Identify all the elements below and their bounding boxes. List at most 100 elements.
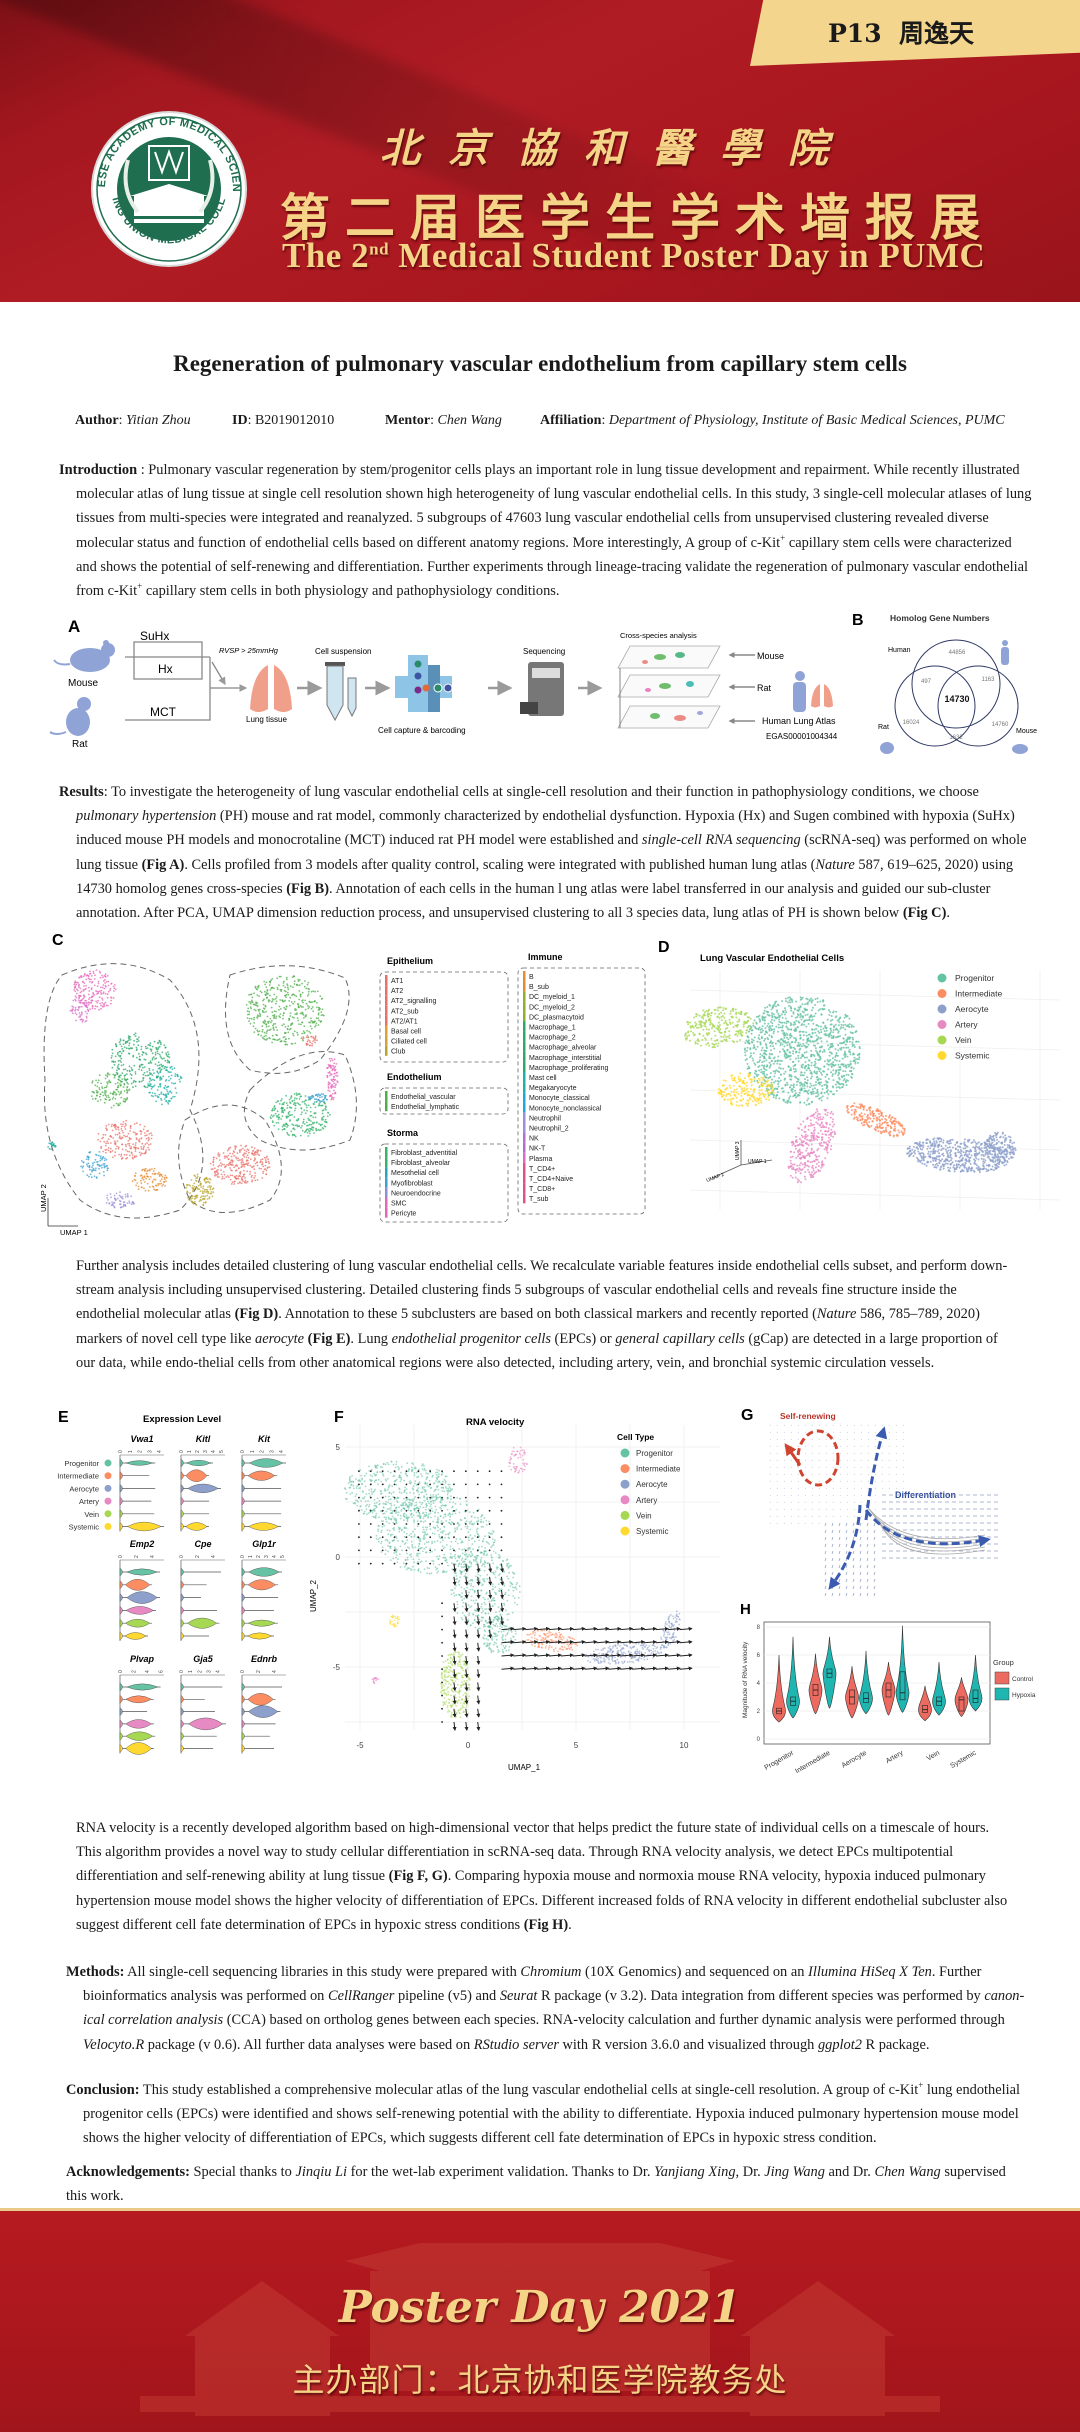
- cell-point: [800, 1123, 802, 1125]
- cell-point: [783, 1034, 785, 1036]
- cell-point: [826, 1087, 828, 1089]
- cell-point: [129, 1036, 131, 1038]
- cell-point: [810, 1071, 812, 1073]
- cell-point: [164, 1094, 166, 1096]
- cell-point: [211, 1193, 213, 1195]
- cell-point: [286, 1116, 288, 1118]
- cell-point: [763, 1056, 765, 1058]
- cell-point: [166, 1069, 168, 1071]
- cell-point: [754, 1080, 756, 1082]
- cell-point: [112, 1093, 114, 1095]
- cell-point: [278, 1122, 280, 1124]
- cell-point: [330, 1067, 332, 1069]
- cell-point: [123, 1204, 125, 1206]
- cell-point: [840, 1042, 842, 1044]
- cell-point: [281, 999, 283, 1001]
- cell-point: [833, 1079, 835, 1081]
- legend-color-bar: [523, 1133, 526, 1143]
- cell-point: [289, 1114, 291, 1116]
- cell-point: [686, 1021, 688, 1023]
- cell-point: [108, 1203, 110, 1205]
- cell-point: [968, 1168, 970, 1170]
- cell-point: [71, 1009, 73, 1011]
- cell-point: [809, 1086, 811, 1088]
- cell-point: [253, 1153, 255, 1155]
- legend-swatch: [938, 1005, 947, 1014]
- cell-point: [797, 1151, 799, 1153]
- cell-point: [786, 1034, 788, 1036]
- cell-point: [848, 1026, 850, 1028]
- cell-point: [325, 1121, 327, 1123]
- cell-point: [210, 1179, 212, 1181]
- model-branches: [125, 642, 246, 720]
- cell-point: [959, 1146, 961, 1148]
- legend-item-label: T_CD4+: [529, 1166, 555, 1173]
- cell-point: [265, 1159, 267, 1161]
- cell-point: [194, 1201, 196, 1203]
- cell-point: [79, 1002, 81, 1004]
- cell-point: [697, 1043, 699, 1045]
- cell-point: [794, 1008, 796, 1010]
- cell-point: [305, 1099, 307, 1101]
- cell-point: [762, 1025, 764, 1027]
- cell-point: [763, 1056, 765, 1058]
- venn-mouse-only: 14760: [992, 722, 1009, 728]
- cell-point: [757, 1041, 759, 1043]
- venn-set-human: Human: [888, 647, 911, 654]
- cell-point: [232, 1153, 234, 1155]
- cell-point: [811, 1101, 813, 1103]
- cell-point: [894, 1118, 896, 1120]
- axis1-label: UMAP 1: [748, 1159, 767, 1165]
- cell-point: [195, 1196, 197, 1198]
- cell-point: [822, 1145, 824, 1147]
- cell-point: [795, 1145, 797, 1147]
- cell-point: [831, 1037, 833, 1039]
- cell-point: [132, 1201, 134, 1203]
- cell-point: [306, 1044, 308, 1046]
- cell-point: [749, 1029, 751, 1031]
- cell-point: [767, 1096, 769, 1098]
- cell-point: [243, 1154, 245, 1156]
- cell-point: [764, 1075, 766, 1077]
- cell-point: [135, 1172, 137, 1174]
- cell-point: [749, 1072, 751, 1074]
- cell-point: [784, 1050, 786, 1052]
- cell-point: [273, 1125, 275, 1127]
- cell-point: [800, 1037, 802, 1039]
- cell-point: [107, 1083, 109, 1085]
- cell-point: [843, 1065, 845, 1067]
- cell-point: [291, 1095, 293, 1097]
- cell-point: [74, 991, 76, 993]
- cell-point: [832, 1086, 834, 1088]
- cell-point: [979, 1149, 981, 1151]
- cell-point: [125, 1136, 127, 1138]
- cell-point: [761, 1061, 763, 1063]
- cell-point: [233, 1150, 235, 1152]
- cell-point: [247, 1181, 249, 1183]
- cell-point: [326, 1076, 328, 1078]
- cell-point: [303, 1121, 305, 1123]
- cell-point: [859, 1119, 861, 1121]
- cell-point: [280, 976, 282, 978]
- cell-point: [131, 1152, 133, 1154]
- cell-point: [805, 1142, 807, 1144]
- cell-point: [101, 1086, 103, 1088]
- cell-point: [829, 1090, 831, 1092]
- cell-point: [894, 1125, 896, 1127]
- cell-point: [275, 1017, 277, 1019]
- cell-point: [294, 1104, 296, 1106]
- cell-point: [922, 1142, 924, 1144]
- cell-point: [706, 1010, 708, 1012]
- cell-point: [92, 1164, 94, 1166]
- cell-point: [832, 1126, 834, 1128]
- cell-point: [813, 1132, 815, 1134]
- cell-point: [782, 1087, 784, 1089]
- cell-point: [781, 1027, 783, 1029]
- cell-point: [114, 1198, 116, 1200]
- cell-point: [117, 1140, 119, 1142]
- cell-point: [707, 1012, 709, 1014]
- cell-point: [735, 1012, 737, 1014]
- cell-point: [54, 1146, 56, 1148]
- cell-point: [89, 1169, 91, 1171]
- cell-point: [121, 1126, 123, 1128]
